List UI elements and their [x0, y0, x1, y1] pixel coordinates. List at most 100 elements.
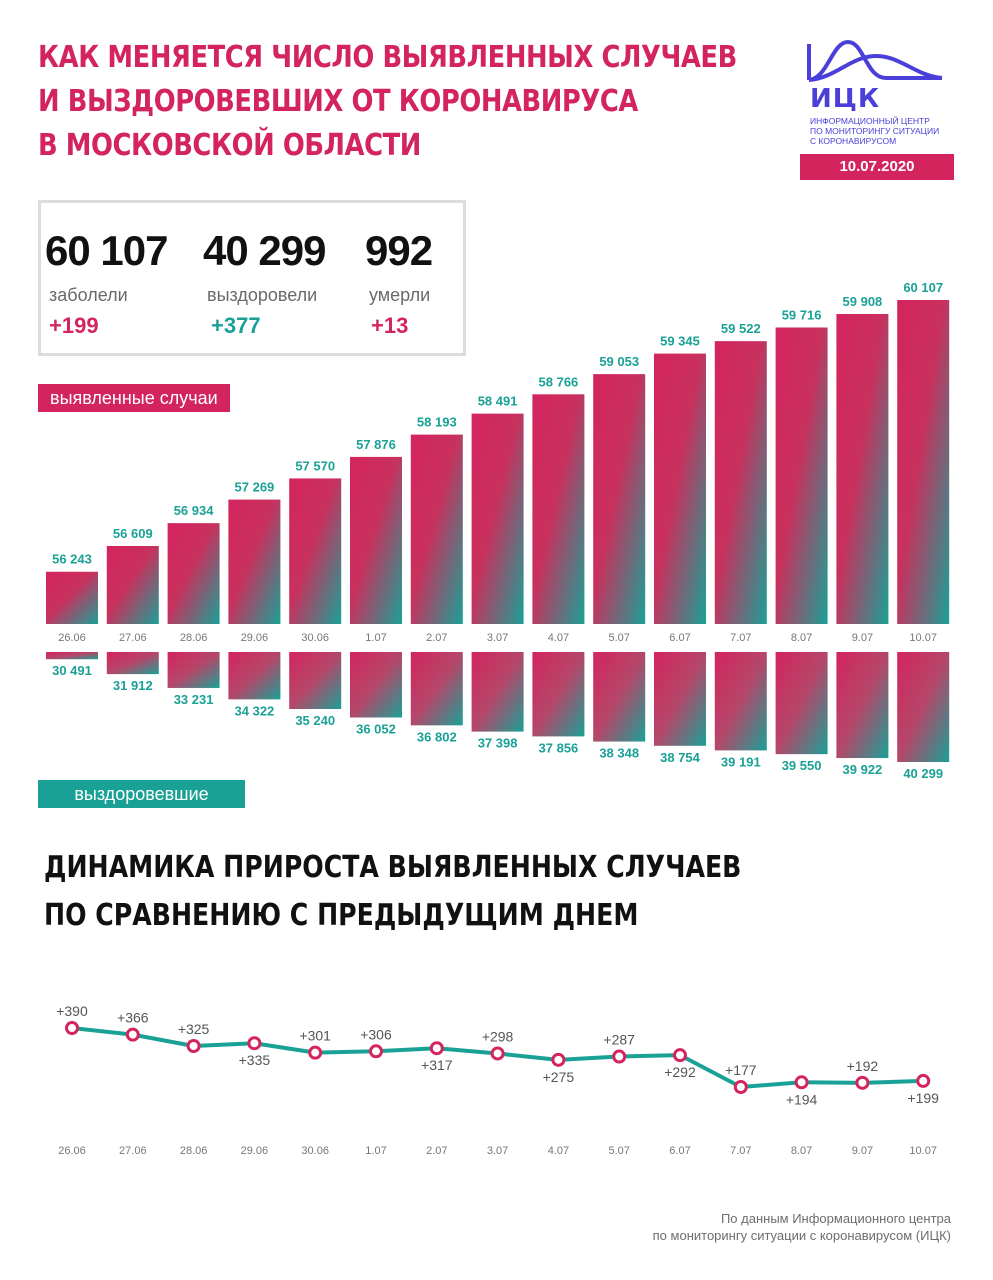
cases-bar	[654, 353, 706, 624]
date-tick-label: 30.06	[301, 632, 329, 644]
recovered-value-label: 35 240	[295, 713, 335, 728]
date-axis: 26.06 27.06 28.06 29.06 30.06 1.07 2.07 3.07 4.0…	[58, 632, 937, 644]
recovered-bar	[167, 652, 220, 688]
cases-bar	[410, 434, 463, 624]
cases-bar	[714, 341, 767, 624]
cases-value-label: 58 193	[417, 415, 457, 430]
growth-date-tick-label: 9.07	[852, 1145, 873, 1157]
recovered-bar	[106, 652, 159, 675]
stat-infected-label: заболели	[49, 285, 128, 305]
growth-value-label: +298	[482, 1028, 514, 1044]
growth-date-tick-label: 2.07	[426, 1145, 447, 1157]
recovered-bar	[775, 652, 828, 755]
date-tick-label: 29.06	[241, 632, 269, 644]
cases-value-label: 56 934	[174, 503, 215, 518]
recovered-bar	[897, 652, 950, 762]
cases-value-label: 57 570	[295, 458, 335, 473]
stat-recovered-delta: +377	[211, 313, 261, 338]
date-tick-label: 1.07	[365, 632, 386, 644]
recovered-value-label: 40 299	[903, 766, 943, 781]
recovered-bar	[410, 652, 463, 726]
growth-value-label: +317	[421, 1057, 453, 1073]
growth-value-label: +275	[543, 1069, 575, 1085]
recovered-value-label: 38 348	[599, 746, 639, 761]
cases-value-label: 59 908	[843, 294, 883, 309]
title-line-1: Как меняется число выявленных случаев	[38, 40, 737, 75]
cases-bar	[228, 499, 281, 624]
stat-recovered-label: выздоровели	[207, 285, 318, 305]
stats-box: 60 107 заболели +199 40 299 выздоровели …	[38, 200, 466, 356]
logo-text-line-2: по мониторингу ситуации	[810, 126, 940, 136]
growth-point	[186, 1039, 201, 1054]
logo-text: Информационный центр по мониторингу ситу…	[810, 116, 960, 146]
growth-date-tick-label: 3.07	[487, 1145, 508, 1157]
recovered-value-label: 36 052	[356, 722, 396, 737]
recovered-bar	[228, 652, 281, 700]
growth-line-path	[71, 1026, 924, 1089]
growth-value-label: +287	[603, 1032, 635, 1048]
line-chart-title: Динамика прироста выявленных случаев по …	[44, 844, 741, 940]
growth-date-tick-label: 30.06	[301, 1145, 329, 1157]
growth-value-label: +301	[299, 1028, 331, 1044]
recovered-bar	[654, 652, 706, 746]
growth-point	[369, 1044, 383, 1059]
growth-value-label: +325	[178, 1021, 210, 1037]
date-tick-label: 7.07	[730, 632, 751, 644]
cases-bar	[471, 413, 524, 624]
growth-point	[673, 1048, 687, 1063]
growth-date-tick-label: 26.06	[58, 1145, 86, 1157]
cases-value-label: 59 522	[721, 321, 761, 336]
logo-text-line-1: Информационный центр	[810, 116, 930, 126]
recovered-bar	[289, 652, 342, 709]
recovered-bar	[350, 652, 402, 718]
cases-bar	[775, 327, 828, 624]
logo-text-line-3: с коронавирусом	[810, 136, 897, 146]
cases-value-label: 59 345	[660, 334, 700, 349]
recovered-value-label: 38 754	[660, 750, 701, 765]
recovered-value-label: 39 191	[721, 754, 761, 769]
growth-date-tick-label: 4.07	[548, 1145, 569, 1157]
growth-value-label: +177	[725, 1062, 757, 1078]
growth-point	[855, 1075, 870, 1090]
recovered-value-label: 36 802	[417, 729, 457, 744]
date-tick-label: 2.07	[426, 632, 447, 644]
logo: ИЦК Информационный центр по мониторингу …	[806, 38, 956, 188]
cases-bar	[106, 546, 159, 624]
recovered-bar	[593, 652, 646, 742]
cases-value-label: 58 766	[539, 374, 579, 389]
growth-point	[308, 1045, 323, 1060]
growth-date-tick-label: 29.06	[241, 1145, 269, 1157]
growth-point	[490, 1046, 505, 1061]
date-tick-label: 5.07	[608, 632, 629, 644]
stat-died-delta: +13	[371, 313, 409, 338]
date-tick-label: 4.07	[548, 632, 569, 644]
title-line-3: в Московской области	[38, 128, 421, 163]
stat-recovered-value: 40 299	[203, 227, 326, 274]
cases-value-label: 56 243	[52, 552, 92, 567]
cases-value-label: 59 053	[599, 354, 639, 369]
cases-value-label: 57 269	[235, 480, 275, 495]
source-note: По данным Информационного центра по мони…	[653, 1210, 951, 1244]
growth-point	[247, 1036, 262, 1051]
growth-points	[65, 1021, 931, 1094]
title-line-2: и выздоровевших от коронавируса	[38, 84, 638, 119]
cases-bar	[46, 571, 98, 624]
recovered-value-label: 39 550	[782, 758, 822, 773]
growth-date-tick-label: 7.07	[730, 1145, 751, 1157]
line-chart-title-line-2: по сравнению с предыдущим днем	[44, 898, 639, 933]
cases-bar	[350, 456, 402, 624]
growth-point	[125, 1027, 140, 1042]
recovered-value-label: 37 398	[478, 736, 518, 751]
growth-value-label: +199	[907, 1090, 939, 1106]
cases-bar	[167, 523, 220, 624]
source-line-1: По данным Информационного центра	[720, 1211, 951, 1226]
stat-died-label: умерли	[369, 285, 431, 305]
recovered-bar	[46, 652, 98, 660]
recovered-value-label: 30 491	[52, 663, 92, 678]
recovered-bar	[532, 652, 585, 737]
growth-line	[71, 1026, 924, 1089]
recovered-bar	[714, 652, 767, 751]
recovered-bars: 30 491 31 912 33 231 34 322 35 240 36 052 36 8…	[46, 652, 950, 781]
growth-point	[551, 1052, 566, 1067]
bar-chart: 56 243 56 609 56 934 57 269 57 570 57 876 58 1…	[46, 280, 950, 781]
